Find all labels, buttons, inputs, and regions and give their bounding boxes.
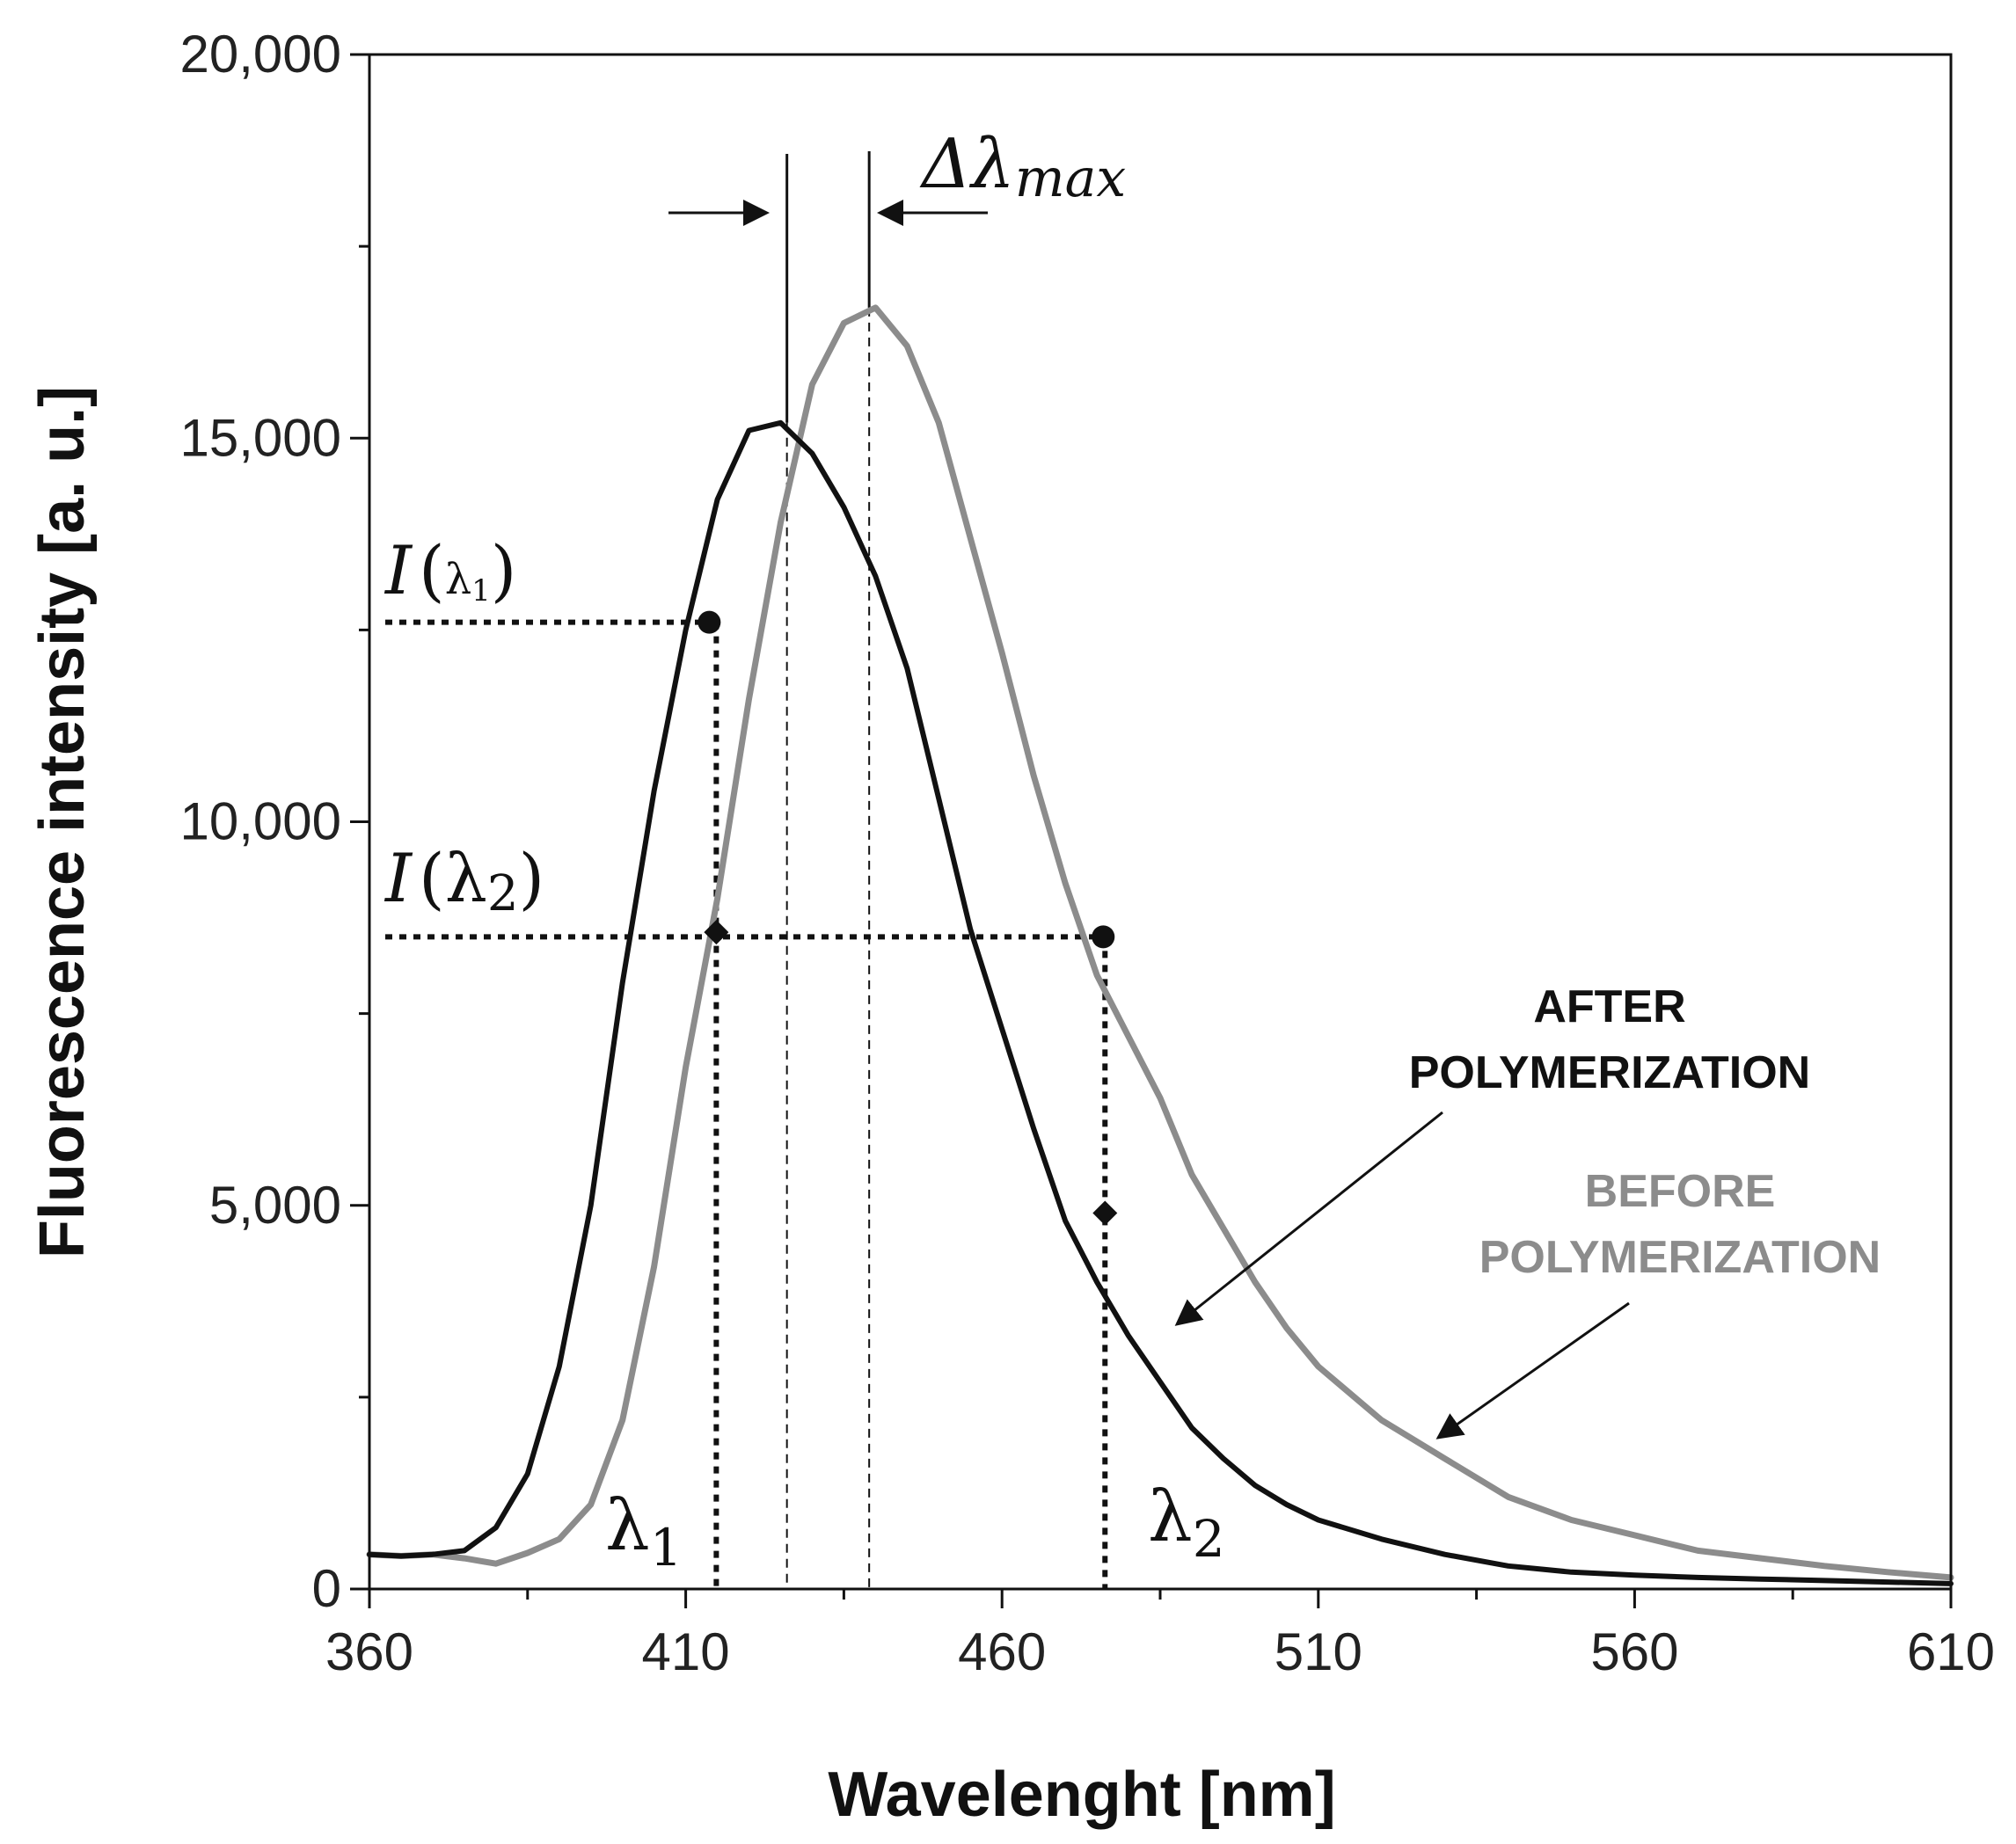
x-axis-title: Wavelenght [nm]	[828, 1760, 1335, 1830]
lambda1-axis-label: λ1	[605, 1484, 683, 1578]
axes-layer: 0 5,000 10,000 15,000 20,000 360 410 460 510 560 6…	[179, 25, 1995, 1681]
i-lambda1-i: I	[383, 531, 413, 609]
lambda1-axis-symbol: λ	[605, 1484, 650, 1566]
x-tick-label: 460	[958, 1622, 1046, 1681]
x-tick-label: 560	[1590, 1622, 1678, 1681]
i-lambda1-close-paren: )	[491, 531, 517, 609]
delta-lambda-subscript: max	[1015, 148, 1127, 209]
markers-layer	[698, 610, 1118, 1226]
delta-lambda-max-label: Δλmax	[919, 125, 1126, 209]
y-tick-label: 5,000	[209, 1176, 341, 1235]
i-lambda2-sub: 2	[487, 865, 519, 922]
series-layer	[366, 304, 1954, 1586]
i-lambda1-lambda: λ	[445, 555, 471, 604]
legend-before-line2: POLYMERIZATION	[1479, 1232, 1881, 1283]
i-lambda2-open-paren: (	[419, 839, 445, 917]
plot-area-frame	[368, 53, 1953, 1591]
y-tick-label: 10,000	[179, 792, 341, 851]
legend-after-line2: POLYMERIZATION	[1409, 1047, 1810, 1098]
i-lambda2-label: I (λ2)	[383, 839, 544, 922]
after-lambda2-diamond	[1092, 1200, 1118, 1226]
i-lambda1-sub: 1	[471, 573, 491, 609]
lambda2-axis-symbol: λ	[1148, 1476, 1193, 1557]
i-lambda1-point	[698, 610, 721, 634]
lambda2-axis-label: λ2	[1148, 1476, 1225, 1569]
i-lambda2-point	[1092, 925, 1115, 949]
y-tick-label: 15,000	[179, 408, 341, 467]
before-legend-arrow	[1435, 1301, 1630, 1439]
y-axis-title: Fluorescence intensity [a. u.]	[27, 386, 98, 1258]
series-before-line	[366, 304, 1954, 1581]
delta-lambda-symbol: Δλ	[919, 125, 1015, 204]
series-after-line	[367, 419, 1954, 1586]
x-tick-label: 410	[642, 1622, 730, 1681]
after-legend-arrow	[1174, 1111, 1443, 1326]
before-lambda1-diamond	[704, 920, 729, 945]
x-tick-label: 510	[1275, 1622, 1362, 1681]
x-tick-label: 610	[1907, 1622, 1995, 1681]
x-tick-label: 360	[325, 1622, 413, 1681]
i-lambda2-lambda: λ	[445, 839, 487, 917]
i-lambda1-label: I (λ1)	[383, 531, 516, 609]
lambda1-axis-sub: 1	[650, 1518, 683, 1578]
legend-before-line1: BEFORE	[1585, 1166, 1776, 1217]
i-lambda1-open-paren: (	[419, 531, 445, 609]
y-tick-label: 20,000	[179, 25, 341, 84]
i-lambda2-close-paren: )	[519, 839, 545, 917]
lambda2-axis-sub: 2	[1193, 1509, 1225, 1569]
guide-lines-layer	[385, 151, 1108, 1589]
i-lambda2-i: I	[383, 839, 413, 917]
y-tick-label: 0	[312, 1559, 341, 1618]
legend-after-line1: AFTER	[1533, 981, 1685, 1032]
